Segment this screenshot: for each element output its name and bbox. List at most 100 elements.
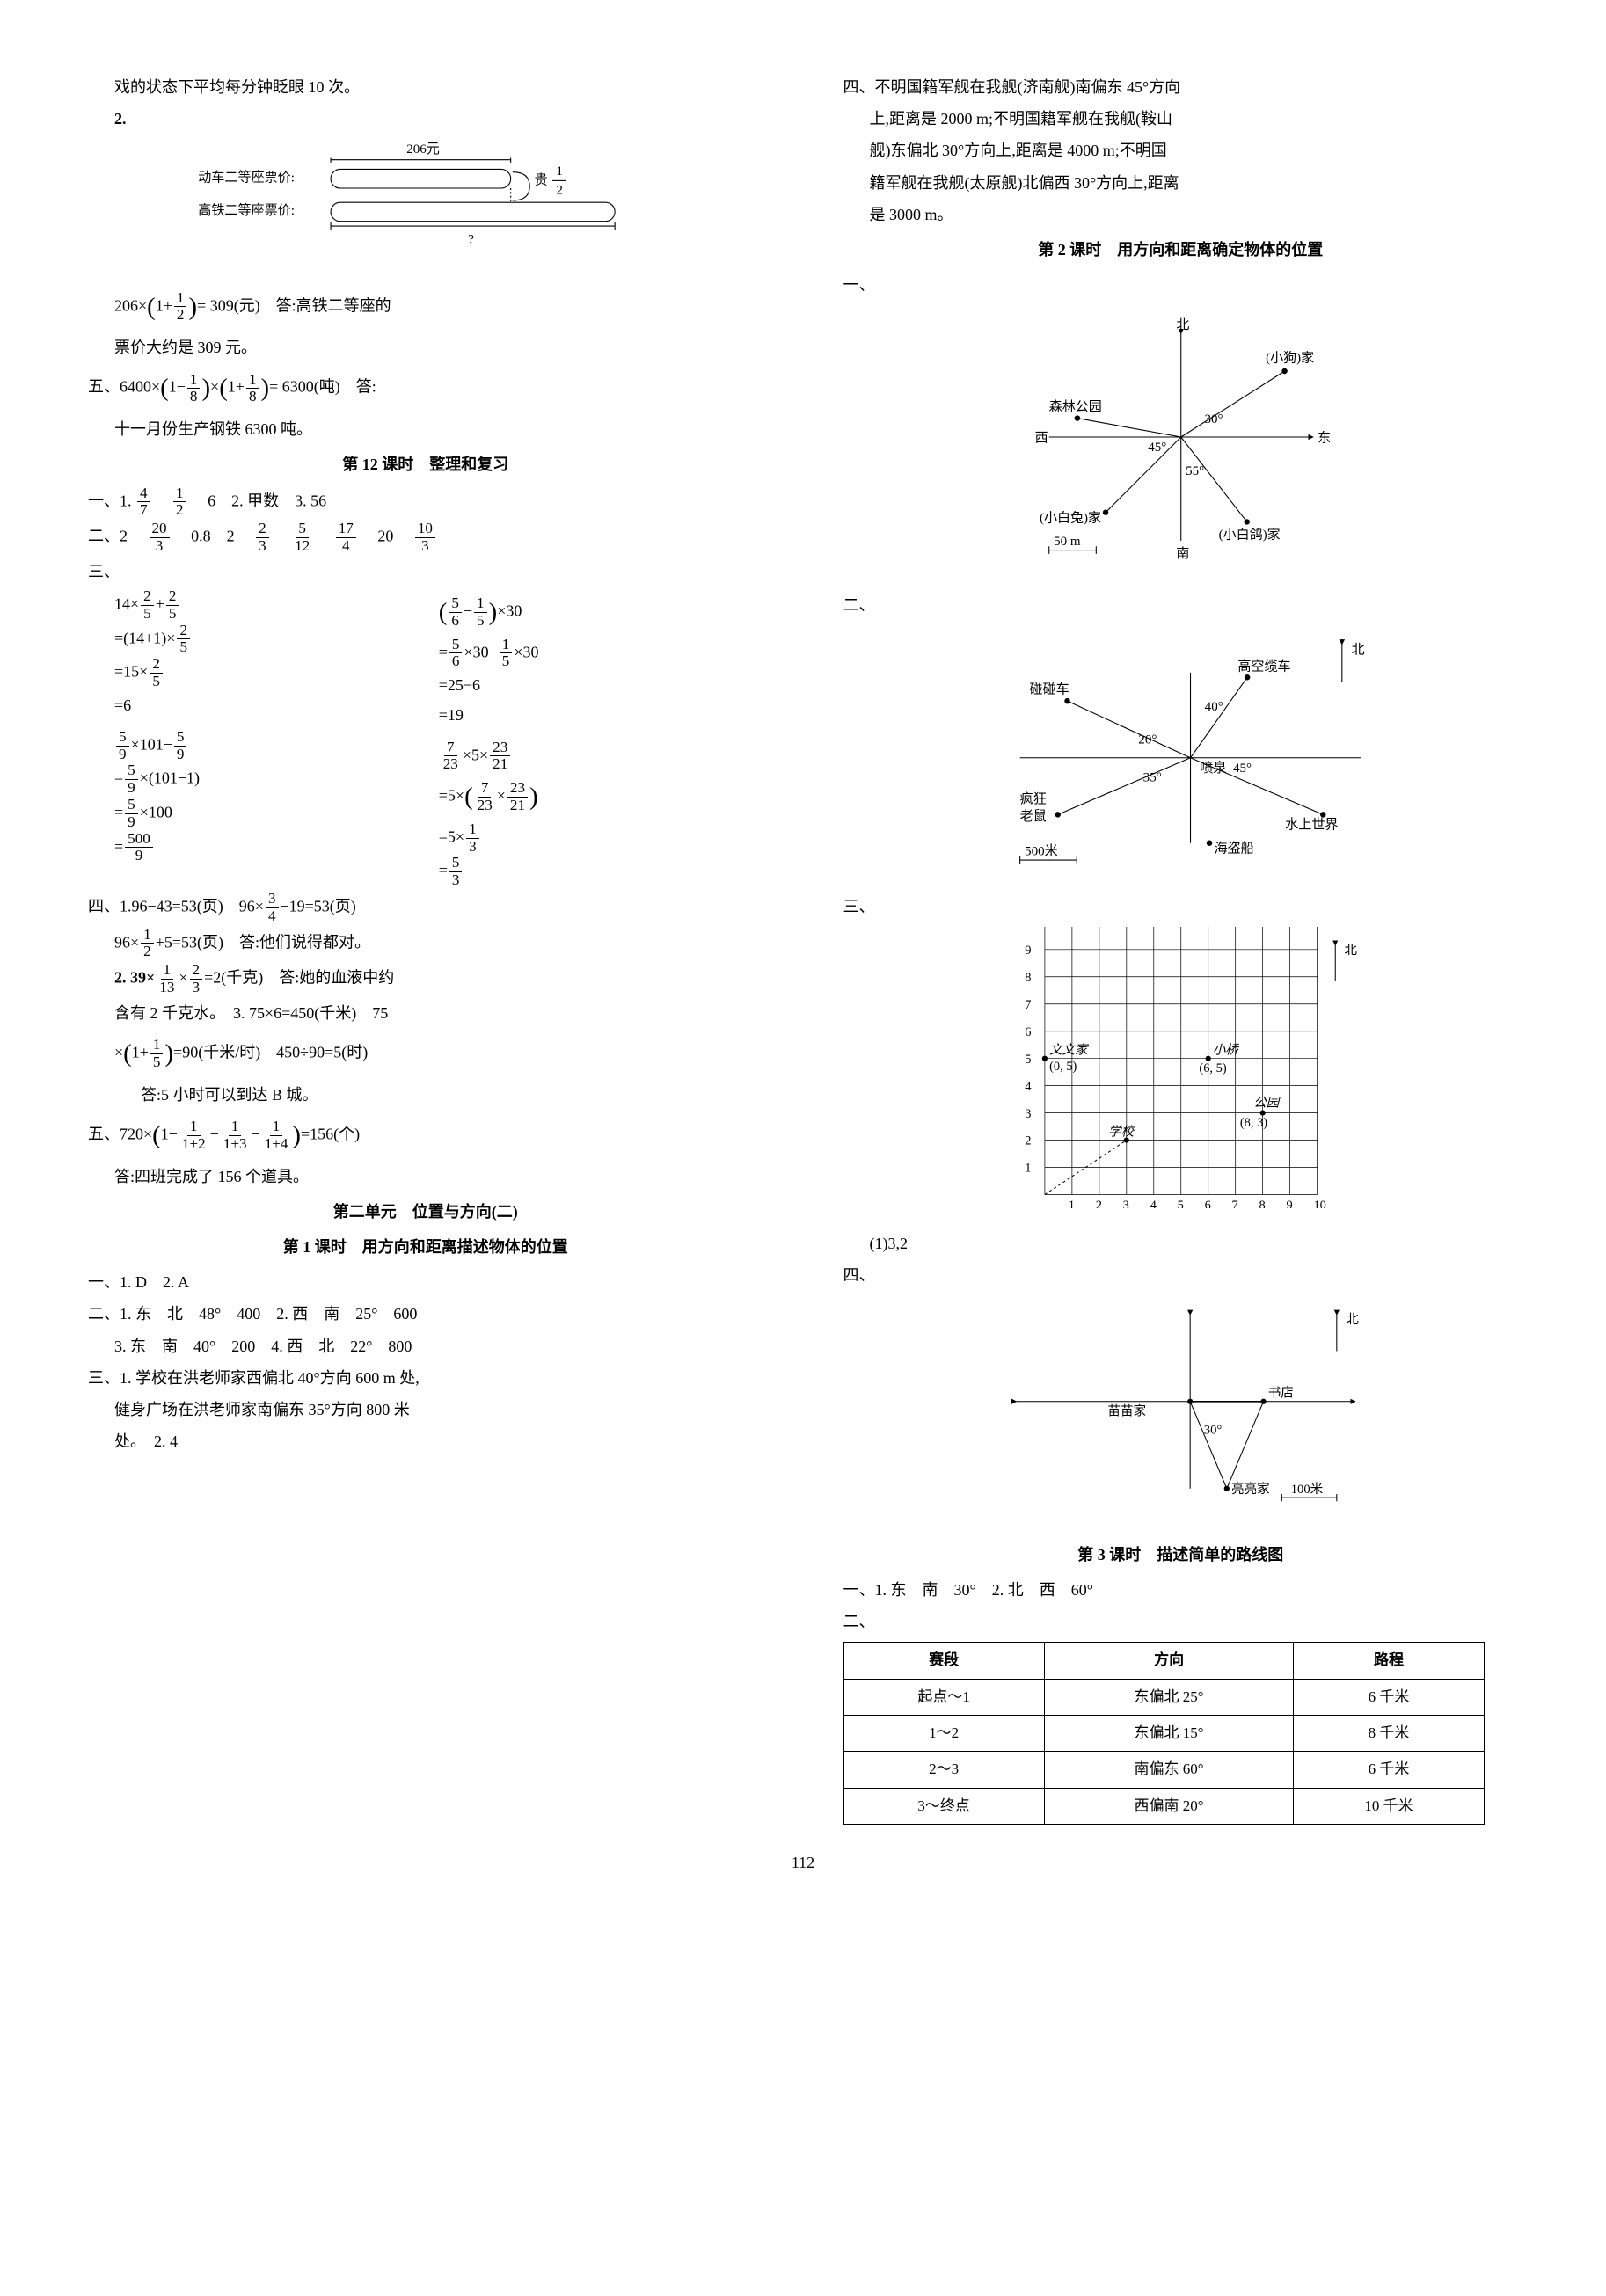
svg-text:北: 北	[1344, 943, 1357, 958]
r-p4a: 四、不明国籍军舰在我舰(济南舰)南偏东 45°方向	[843, 72, 1519, 102]
l4-2: 96×12+5=53(页) 答:他们说得都对。	[88, 927, 763, 961]
five-line2: 十一月份生产钢铁 6300 吨。	[88, 414, 763, 444]
l4-6: 答:5 小时可以到达 B 城。	[88, 1080, 763, 1110]
svg-text:1: 1	[1025, 1162, 1031, 1176]
svg-text:疯狂: 疯狂	[1019, 791, 1046, 806]
svg-text:高铁二等座票价:: 高铁二等座票价:	[198, 203, 295, 219]
svg-text:南: 南	[1176, 546, 1189, 561]
lesson12-title: 第 12 课时 整理和复习	[88, 449, 763, 479]
svg-text:北: 北	[1351, 642, 1364, 657]
l5b: 答:四班完成了 156 个道具。	[88, 1162, 763, 1192]
svg-text:碰碰车: 碰碰车	[1029, 682, 1069, 696]
l4-3: 2. 39×113×23=2(千克) 答:她的血液中约	[88, 962, 763, 996]
r-p4e: 是 3000 m。	[843, 200, 1519, 230]
sec3-ans: (1)3,2	[843, 1228, 1519, 1258]
u2-l1: 一、1. D 2. A	[88, 1267, 763, 1297]
svg-text:公园: 公园	[1253, 1096, 1281, 1110]
bar-diagram: 206元 动车二等座票价: 高铁二等座票价: 贵 1 2 ?	[88, 139, 763, 262]
q2-line: 2.	[88, 104, 763, 134]
sec4-label: 四、	[843, 1260, 1519, 1290]
svg-text:7: 7	[1025, 998, 1031, 1012]
svg-text:海盗船: 海盗船	[1214, 841, 1253, 856]
compass-diagram-4: 北 苗苗家 书店 亮亮家 30° 100米	[843, 1296, 1519, 1516]
svg-text:西: 西	[1034, 432, 1048, 446]
intro-line: 戏的状态下平均每分钟眨眼 10 次。	[88, 72, 763, 102]
lesson2-title: 第 2 课时 用方向和距离确定物体的位置	[843, 235, 1519, 265]
svg-text:45°: 45°	[1232, 762, 1251, 776]
svg-text:(小白鸽)家: (小白鸽)家	[1218, 528, 1280, 543]
svg-text:东: 东	[1318, 431, 1331, 446]
svg-text:100米: 100米	[1290, 1482, 1323, 1497]
u2-l2: 二、1. 东 北 48° 400 2. 西 南 25° 600	[88, 1299, 763, 1329]
svg-text:?: ?	[468, 233, 474, 247]
svg-text:6: 6	[1025, 1025, 1031, 1039]
svg-text:30°: 30°	[1203, 1423, 1222, 1437]
five-line: 五、6400×(1−18)×(1+18)= 6300(吨) 答:	[88, 364, 763, 412]
l3-sec1: 一、1. 东 南 30° 2. 北 西 60°	[843, 1575, 1519, 1605]
u2-l2b: 3. 东 南 40° 200 4. 西 北 22° 800	[88, 1331, 763, 1361]
svg-text:50 m: 50 m	[1054, 536, 1081, 550]
svg-text:书店: 书店	[1267, 1385, 1293, 1400]
svg-text:北: 北	[1346, 1312, 1359, 1327]
svg-text:(小白兔)家: (小白兔)家	[1040, 511, 1101, 526]
route-table: 赛段方向路程 起点～1东偏北 25°6 千米1～2东偏北 15°8 千米2～3南…	[843, 1642, 1485, 1824]
svg-text:苗苗家: 苗苗家	[1107, 1403, 1146, 1418]
svg-text:(0, 5): (0, 5)	[1049, 1060, 1077, 1074]
svg-text:亮亮家: 亮亮家	[1231, 1482, 1270, 1497]
svg-text:7: 7	[1231, 1199, 1237, 1208]
svg-text:35°: 35°	[1142, 770, 1161, 784]
svg-text:500米: 500米	[1025, 843, 1058, 858]
svg-text:动车二等座票价:: 动车二等座票价:	[198, 170, 295, 186]
lesson1-title: 第 1 课时 用方向和距离描述物体的位置	[88, 1232, 763, 1262]
svg-text:1: 1	[556, 164, 563, 179]
l5: 五、720×(1−11+2−11+3−11+4)=156(个)	[88, 1112, 763, 1160]
svg-text:4: 4	[1150, 1199, 1156, 1208]
l4-4: 含有 2 千克水。 3. 75×6=450(千米) 75	[88, 998, 763, 1028]
right-column: 四、不明国籍军舰在我舰(济南舰)南偏东 45°方向 上,距离是 2000 m;不…	[835, 70, 1519, 1830]
svg-text:10: 10	[1025, 927, 1037, 930]
sec1-label: 一、	[843, 270, 1519, 300]
svg-text:3: 3	[1122, 1199, 1128, 1208]
svg-text:6: 6	[1204, 1199, 1210, 1208]
svg-text:学校: 学校	[1108, 1124, 1135, 1139]
u2-l3b: 健身广场在洪老师家南偏东 35°方向 800 米	[88, 1395, 763, 1425]
svg-text:8: 8	[1025, 971, 1031, 985]
left-column: 戏的状态下平均每分钟眨眼 10 次。 2. 206元 动车二等座票价: 高铁二等…	[88, 70, 799, 1830]
compass-diagram-1: 北 南 东 西 (小狗)家 森林公园 (小白兔)家 (小白鸽)家 30° 45°…	[843, 305, 1519, 569]
svg-text:(8, 3): (8, 3)	[1239, 1116, 1267, 1130]
svg-text:206元: 206元	[406, 143, 440, 157]
svg-text:森林公园: 森林公园	[1048, 399, 1101, 414]
svg-text:贵: 贵	[535, 173, 548, 188]
l2: 二、2 203 0.8 2 23 512 174 20 103	[88, 521, 763, 555]
svg-text:40°: 40°	[1204, 700, 1223, 714]
l3-math: 14×25+25 =(14+1)×25 =15×25 =6 59×101−59 …	[88, 588, 763, 889]
svg-text:45°: 45°	[1148, 441, 1166, 455]
l3-label: 三、	[88, 557, 763, 587]
svg-text:文文家: 文文家	[1049, 1043, 1090, 1058]
page-number: 112	[88, 1848, 1518, 1877]
compass-diagram-2: 北 碰碰车 高空缆车 喷泉 疯狂老鼠 水上世界 海盗船 20° 40° 35° …	[843, 625, 1519, 871]
l1: 一、1. 47 12 6 2. 甲数 3. 56	[88, 485, 763, 520]
u2-l3c: 处。 2. 4	[88, 1426, 763, 1456]
svg-text:小桥: 小桥	[1212, 1043, 1238, 1058]
svg-text:高空缆车: 高空缆车	[1237, 659, 1290, 674]
eq1: 206×(1+12)= 309(元) 答:高铁二等座的	[88, 283, 763, 332]
l4-5: ×(1+15)=90(千米/时) 450÷90=5(时)	[88, 1030, 763, 1078]
r-p4b: 上,距离是 2000 m;不明国籍军舰在我舰(鞍山	[843, 104, 1519, 134]
svg-text:2: 2	[1095, 1199, 1101, 1208]
svg-text:10: 10	[1313, 1199, 1325, 1208]
svg-text:5: 5	[1177, 1199, 1183, 1208]
eq1b: 票价大约是 309 元。	[88, 332, 763, 362]
lesson3-title: 第 3 课时 描述简单的路线图	[843, 1540, 1519, 1570]
sec2-label: 二、	[843, 590, 1519, 620]
svg-text:4: 4	[1025, 1080, 1031, 1094]
svg-text:55°: 55°	[1186, 464, 1204, 478]
svg-text:9: 9	[1286, 1199, 1292, 1208]
svg-text:3: 3	[1025, 1107, 1031, 1121]
svg-text:北: 北	[1176, 317, 1189, 332]
svg-text:2: 2	[556, 184, 563, 198]
grid-diagram: 北 12345678910 12345678910 文文家 (0, 5) 学校 …	[843, 927, 1519, 1208]
u2-l3a: 三、1. 学校在洪老师家西偏北 40°方向 600 m 处,	[88, 1363, 763, 1393]
r-p4d: 籍军舰在我舰(太原舰)北偏西 30°方向上,距离	[843, 168, 1519, 198]
svg-text:(小狗)家: (小狗)家	[1266, 351, 1314, 366]
